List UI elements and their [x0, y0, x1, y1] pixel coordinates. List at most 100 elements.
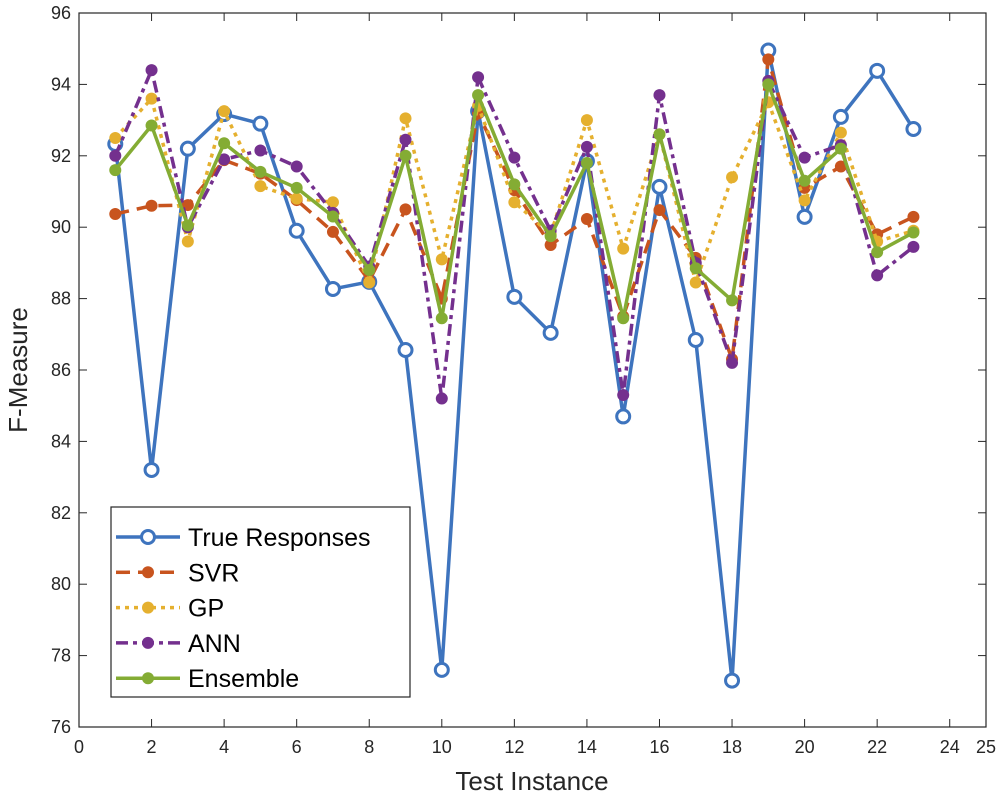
- data-point: [653, 204, 666, 217]
- x-tick-label: 25: [976, 737, 996, 757]
- data-point: [832, 108, 849, 125]
- y-tick-label: 80: [51, 574, 71, 594]
- data-point: [145, 119, 158, 132]
- y-tick-label: 96: [51, 3, 71, 23]
- y-tick-label: 82: [51, 503, 71, 523]
- legend-marker: [142, 636, 154, 649]
- data-point: [726, 294, 739, 307]
- series-line: [113, 68, 915, 401]
- data-point: [326, 210, 339, 223]
- x-tick-label: 6: [292, 737, 302, 757]
- data-point: [290, 181, 303, 194]
- data-point: [143, 461, 160, 478]
- axes: 0 2 4 6 8 10 12 14 16 18 20 22 24 2576788082848688909…: [51, 3, 996, 757]
- data-point: [399, 149, 412, 162]
- data-point: [798, 151, 811, 164]
- data-point: [472, 89, 485, 102]
- data-point: [871, 246, 884, 259]
- x-tick-label: 4: [219, 737, 229, 757]
- data-point: [726, 171, 739, 184]
- data-point: [834, 142, 847, 155]
- x-tick-label: 8: [364, 737, 374, 757]
- data-point: [324, 280, 341, 297]
- legend-marker: [142, 566, 154, 579]
- data-point: [687, 332, 704, 349]
- data-point: [399, 133, 412, 146]
- data-point: [798, 174, 811, 187]
- data-point: [288, 222, 305, 239]
- data-point: [653, 89, 666, 102]
- y-axis-label: F-Measure: [3, 307, 33, 433]
- data-point: [399, 112, 412, 125]
- data-point: [871, 269, 884, 282]
- data-point: [254, 180, 267, 193]
- data-point: [435, 253, 448, 266]
- data-point: [363, 276, 376, 289]
- data-point: [399, 203, 412, 216]
- data-point: [181, 219, 194, 232]
- data-point: [907, 240, 920, 253]
- legend-marker: [142, 601, 154, 614]
- data-point: [834, 160, 847, 173]
- data-point: [472, 71, 485, 84]
- data-point: [796, 208, 813, 225]
- data-point: [145, 92, 158, 105]
- data-point: [580, 114, 593, 127]
- data-point: [724, 672, 741, 689]
- data-point: [905, 121, 922, 138]
- data-point: [218, 105, 231, 118]
- data-point: [544, 230, 557, 243]
- data-point: [254, 144, 267, 157]
- data-point: [542, 324, 559, 341]
- data-point: [218, 153, 231, 166]
- data-point: [397, 342, 414, 359]
- legend-label: ANN: [188, 630, 241, 658]
- x-tick-label: 20: [795, 737, 815, 757]
- data-point: [726, 356, 739, 369]
- y-tick-label: 92: [51, 146, 71, 166]
- y-tick-label: 94: [51, 74, 71, 94]
- data-point: [145, 199, 158, 212]
- data-point: [580, 212, 593, 225]
- data-point: [109, 149, 122, 162]
- legend-entry: Ensemble: [116, 665, 299, 693]
- x-axis-label: Test Instance: [455, 766, 608, 796]
- data-point: [218, 137, 231, 150]
- data-point: [651, 178, 668, 195]
- data-point: [254, 165, 267, 178]
- y-tick-label: 78: [51, 646, 71, 666]
- legend-marker: [140, 529, 156, 545]
- data-point: [326, 196, 339, 209]
- data-point: [580, 156, 593, 169]
- legend-label: True Responses: [188, 524, 371, 552]
- data-point: [689, 276, 702, 289]
- legend-label: Ensemble: [188, 665, 299, 693]
- data-point: [109, 207, 122, 220]
- y-tick-label: 86: [51, 360, 71, 380]
- data-point: [798, 194, 811, 207]
- data-point: [834, 126, 847, 139]
- data-point: [145, 64, 158, 77]
- plot-area: [107, 42, 922, 689]
- data-point: [907, 226, 920, 239]
- series-line: [114, 57, 915, 362]
- legend-marker: [142, 672, 154, 685]
- data-point: [869, 62, 886, 79]
- data-point: [181, 235, 194, 248]
- x-tick-label: 10: [432, 737, 452, 757]
- data-point: [179, 140, 196, 157]
- data-point: [689, 262, 702, 275]
- series-ensemble: [109, 78, 920, 325]
- x-tick-label: 14: [577, 737, 597, 757]
- data-point: [290, 192, 303, 205]
- data-point: [506, 288, 523, 305]
- y-tick-label: 88: [51, 289, 71, 309]
- data-point: [617, 388, 630, 401]
- legend-entry: SVR: [116, 559, 239, 587]
- x-tick-label: 2: [147, 737, 157, 757]
- data-point: [617, 242, 630, 255]
- y-tick-label: 84: [51, 431, 71, 451]
- data-point: [762, 78, 775, 91]
- data-point: [615, 408, 632, 425]
